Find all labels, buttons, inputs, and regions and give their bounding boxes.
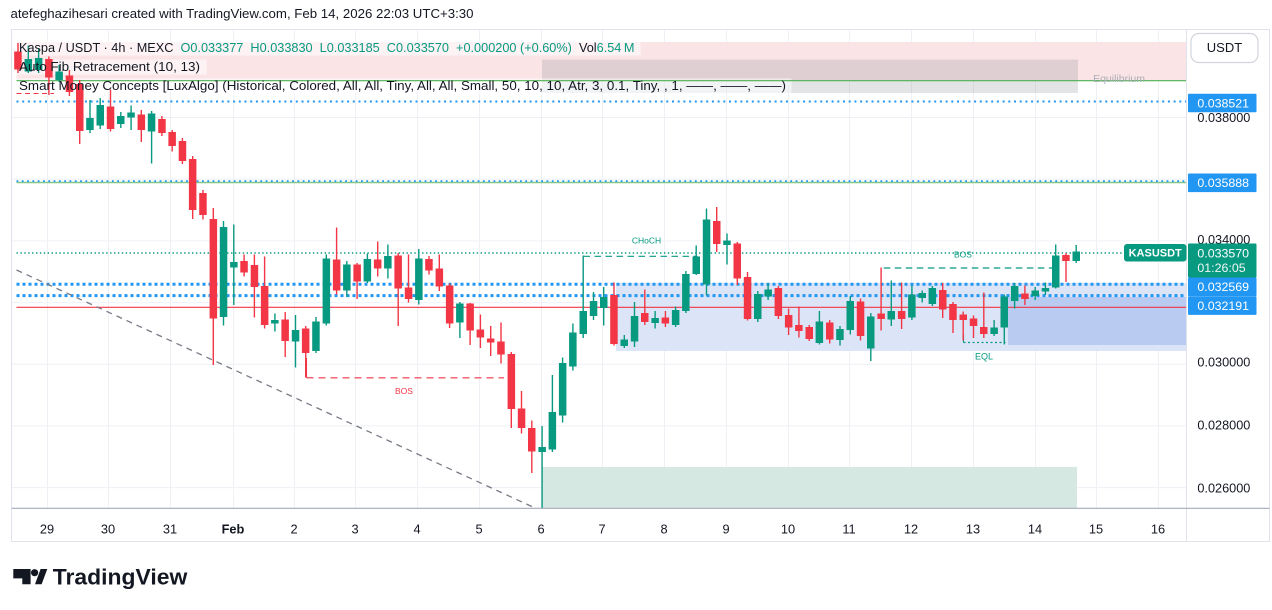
- svg-text:0.035888: 0.035888: [1197, 176, 1249, 190]
- svg-text:29: 29: [40, 521, 54, 536]
- svg-text:5: 5: [475, 521, 482, 536]
- svg-text:0.030000: 0.030000: [1197, 356, 1250, 370]
- svg-text:0.032569: 0.032569: [1197, 280, 1249, 294]
- svg-text:atefeghazihesari created with: atefeghazihesari created with TradingVie…: [11, 6, 474, 21]
- svg-text:9: 9: [722, 521, 729, 536]
- svg-text:11: 11: [842, 521, 855, 536]
- svg-text:8: 8: [660, 521, 667, 536]
- svg-text:14: 14: [1028, 521, 1042, 536]
- svg-text:KASUSDT: KASUSDT: [1129, 248, 1182, 260]
- svg-text:13: 13: [966, 521, 980, 536]
- svg-text:CHoCH: CHoCH: [632, 236, 661, 246]
- svg-text:USDT: USDT: [1207, 40, 1242, 55]
- svg-text:EQL: EQL: [975, 352, 993, 362]
- svg-text:0.038521: 0.038521: [1197, 96, 1249, 110]
- svg-text:Smart Money Concepts [LuxAlgo]: Smart Money Concepts [LuxAlgo] (Historic…: [19, 78, 786, 93]
- svg-text:15: 15: [1089, 521, 1103, 536]
- svg-text:7: 7: [598, 521, 605, 536]
- svg-text:Auto Fib Retracement (10, 13): Auto Fib Retracement (10, 13): [19, 59, 200, 74]
- svg-text:30: 30: [101, 521, 115, 536]
- svg-text:01:26:05: 01:26:05: [1197, 261, 1245, 275]
- svg-text:0.032191: 0.032191: [1197, 299, 1249, 313]
- svg-text:12: 12: [904, 521, 918, 536]
- svg-text:0.028000: 0.028000: [1197, 419, 1250, 433]
- svg-text:6: 6: [537, 521, 544, 536]
- svg-text:4: 4: [413, 521, 420, 536]
- svg-text:0.033570: 0.033570: [1197, 247, 1249, 261]
- svg-text:0.026000: 0.026000: [1197, 481, 1250, 495]
- svg-text:31: 31: [163, 521, 177, 536]
- svg-text:Kaspa / USDT · 4h · MEXC O0.0: Kaspa / USDT · 4h · MEXC O0.033377 H0.03…: [19, 40, 635, 55]
- svg-text:16: 16: [1151, 521, 1165, 536]
- svg-text:Feb: Feb: [222, 521, 245, 536]
- svg-text:10: 10: [781, 521, 795, 536]
- svg-text:BOS: BOS: [395, 386, 413, 396]
- svg-text:0.034000: 0.034000: [1197, 233, 1250, 247]
- svg-text:BOS: BOS: [954, 250, 972, 260]
- svg-text:3: 3: [351, 521, 358, 536]
- svg-text:TradingView: TradingView: [53, 565, 188, 590]
- svg-text:2: 2: [290, 521, 297, 536]
- svg-text:0.038000: 0.038000: [1197, 111, 1250, 125]
- svg-text:Equilibrium: Equilibrium: [1093, 73, 1145, 85]
